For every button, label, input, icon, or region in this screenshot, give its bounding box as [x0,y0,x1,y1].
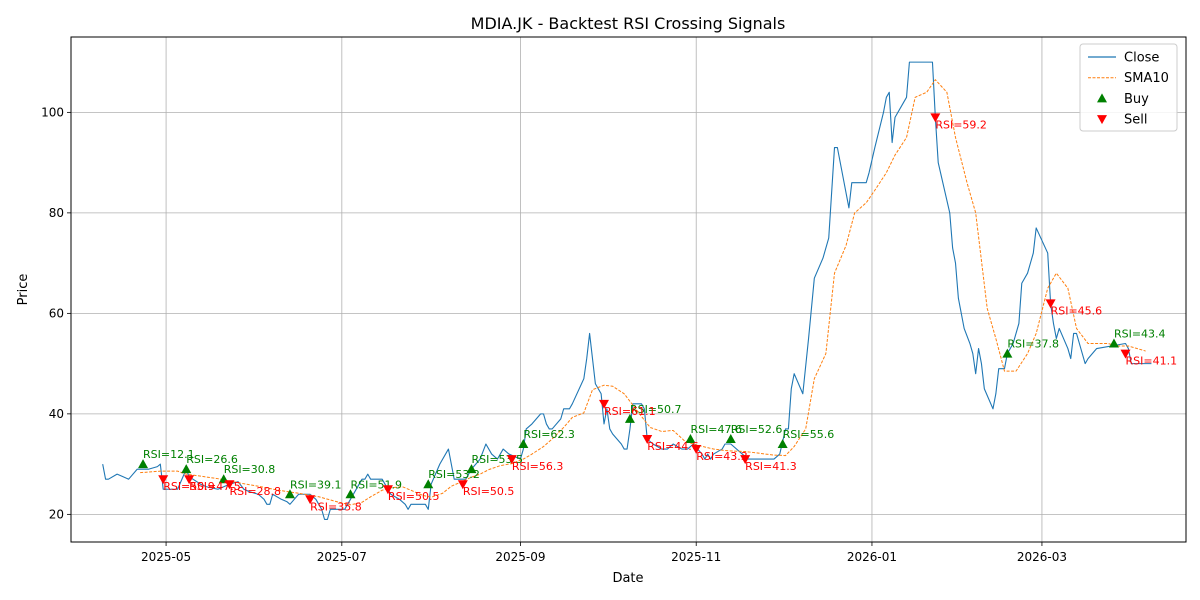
x-tick-label: 2025-09 [495,550,545,564]
buy-rsi-label: RSI=53.2 [428,468,480,481]
sell-marker [305,495,316,505]
sell-rsi-label: RSI=50.5 [388,490,440,503]
sell-marker [457,480,468,490]
legend: Close SMA10 Buy Sell [1079,43,1178,132]
x-tick-label: 2025-05 [141,550,191,564]
legend-label: Close [1124,51,1159,66]
sell-rsi-label: RSI=45.6 [1051,304,1103,317]
buy-marker [624,413,635,423]
sell-rsi-label: RSI=56.3 [512,460,564,473]
sell-rsi-label: RSI=50.5 [463,485,515,498]
sell-rsi-label: RSI=43.3 [696,450,748,463]
sell-rsi-label: RSI=41.3 [745,460,797,473]
plot-frame [70,36,1187,543]
y-axis-label: Price [16,274,31,306]
sell-rsi-label: RSI=28.8 [229,485,281,498]
buy-rsi-label: RSI=50.7 [630,403,682,416]
x-tick-label: 2025-11 [671,550,721,564]
y-tick-label: 60 [49,306,64,320]
close-price-line [102,61,1152,520]
sell-marker [158,475,169,485]
sell-marker [740,455,751,465]
buy-rsi-label: RSI=55.6 [783,428,835,441]
buy-rsi-label: RSI=43.4 [1114,328,1166,341]
axis-ticks: 2025-05 2025-07 2025-09 2025-11 2026-01 2026-… [41,105,1067,564]
legend-label: Sell [1124,113,1147,128]
buy-rsi-label: RSI=37.8 [1007,338,1059,351]
sell-rsi-label: RSI=44.6 [647,440,699,453]
buy-rsi-label: RSI=62.3 [523,428,575,441]
series-layer [102,61,1152,520]
y-tick-label: 40 [49,407,64,421]
buy-marker [777,439,788,449]
buy-rsi-label: RSI=47.6 [690,423,742,436]
sell-marker [599,399,610,409]
sell-marker [224,480,235,490]
sell-rsi-label: RSI=50.9 [163,480,215,493]
buy-marker [685,433,696,443]
sell-marker [642,434,653,444]
legend-label: SMA10 [1124,71,1169,86]
sell-marker [506,455,517,465]
buy-rsi-label: RSI=30.8 [224,463,276,476]
buy-rsi-label: RSI=26.6 [186,453,238,466]
sell-marker [1045,299,1056,309]
buy-rsi-label: RSI=39.1 [290,478,342,491]
x-tick-label: 2026-01 [847,550,897,564]
buy-rsi-label: RSI=52.6 [731,423,783,436]
buy-marker [345,489,356,499]
x-tick-label: 2025-07 [317,550,367,564]
sell-rsi-label: RSI=41.1 [1125,355,1177,368]
sell-rsi-label: RSI=59.2 [935,118,987,131]
x-tick-label: 2026-03 [1017,550,1067,564]
y-tick-label: 20 [49,507,64,521]
sell-rsi-label: RSI=61.1 [604,405,656,418]
legend-label: Buy [1124,92,1149,107]
legend-buy-swatch [1097,93,1107,103]
sell-marker [382,485,393,495]
sell-marker [1120,349,1131,359]
buy-marker [1108,338,1119,348]
sell-marker [184,475,195,485]
buy-marker [466,464,477,474]
buy-rsi-label: RSI=12.1 [143,448,195,461]
legend-sell-swatch [1097,115,1107,125]
buy-marker [518,439,529,449]
y-tick-label: 100 [41,105,64,119]
grid [71,37,1186,542]
buy-marker [423,479,434,489]
buy-marker [138,459,149,469]
x-axis-label: Date [612,571,643,586]
sell-marker [930,113,941,123]
buy-marker [1002,348,1013,358]
buy-marker [181,464,192,474]
sell-rsi-label: RSI=35.8 [310,500,362,513]
chart-title: MDIA.JK - Backtest RSI Crossing Signals [471,14,786,33]
y-tick-label: 80 [49,206,64,220]
sell-marker [691,445,702,455]
buy-marker [284,489,295,499]
buy-marker [725,433,736,443]
legend-box [1079,43,1178,132]
